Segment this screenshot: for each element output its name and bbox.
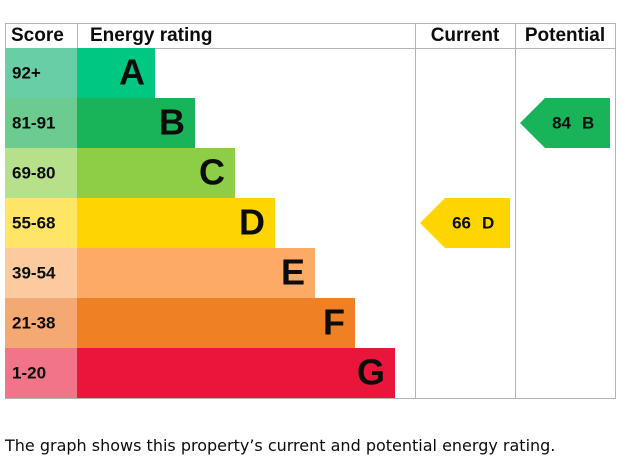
score-label: 1-20 [12,363,46,382]
rating-letter: F [323,302,345,343]
header: Potential [525,25,605,46]
rating-letter: C [199,152,225,193]
score-label: 39-54 [12,263,56,282]
potential-arrow [520,98,610,148]
header: Energy rating [90,25,212,46]
score-label: 69-80 [12,163,55,182]
rating-bar [77,248,315,298]
score-cell [5,248,77,298]
current-letter: D [482,213,494,232]
score-label: 55-68 [12,213,55,232]
rating-bar [77,48,155,98]
score-cell [5,298,77,348]
score-cell [5,348,77,398]
note: The graph shows this property’s current … [5,436,556,455]
header: Current [431,25,500,46]
potential-letter: B [582,113,594,132]
score-cell [5,148,77,198]
rating-letter: A [119,52,145,93]
score-cell [5,98,77,148]
rating-letter: E [281,252,305,293]
rating-bar [77,98,195,148]
potential-value: 84 [552,113,571,132]
rating-letter: B [159,102,185,143]
current-arrow [420,198,510,248]
score-label: 81-91 [12,113,55,132]
score-label: 92+ [12,63,41,82]
rating-letter: D [239,202,265,243]
rating-bar [77,148,235,198]
header: Score [11,25,64,46]
score-label: 21-38 [12,313,55,332]
rating-bar [77,348,395,398]
score-cell [5,198,77,248]
score-cell [5,48,77,98]
chart: Score Energy rating Current Potential 92… [5,23,616,399]
current-value: 66 [452,213,471,232]
rating-bar [77,198,275,248]
rating-bar [77,298,355,348]
rating-letter: G [357,352,385,393]
